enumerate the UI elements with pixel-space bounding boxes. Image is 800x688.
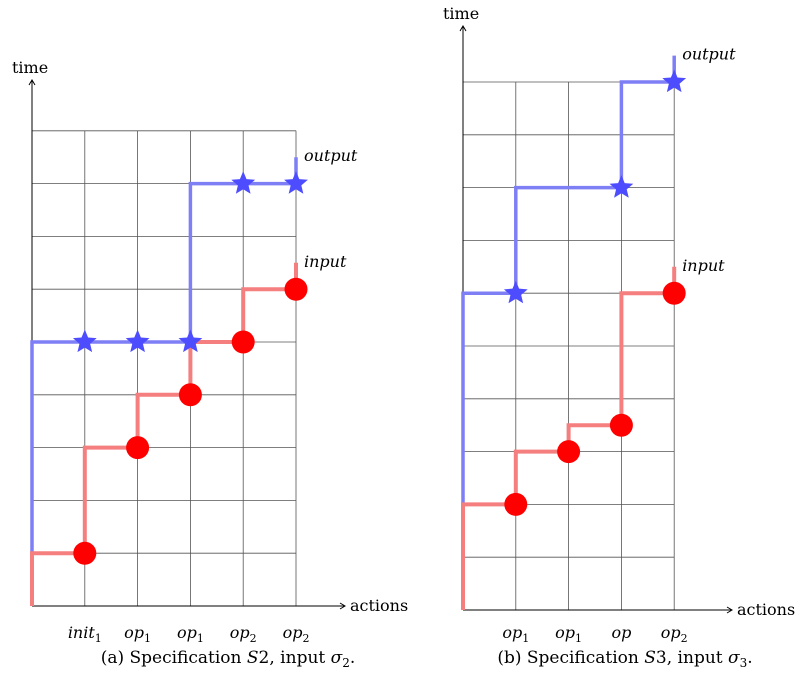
input-path xyxy=(30,262,298,606)
input-point xyxy=(231,330,255,354)
input-label: input xyxy=(304,252,347,271)
y-axis-label: time xyxy=(12,58,48,77)
input-point xyxy=(178,383,202,407)
output-star-icon xyxy=(284,171,308,194)
output-star-icon xyxy=(609,175,634,198)
x-tick-label: op1 xyxy=(177,623,204,645)
x-tick-label: op xyxy=(611,623,631,642)
input-path xyxy=(461,266,677,610)
x-tick-label: op2 xyxy=(230,623,257,645)
input-point xyxy=(557,440,581,464)
y-axis-arrow-icon xyxy=(459,25,467,32)
panel-b: time actions input output op1 op1 op op2 (b) Spe… xyxy=(443,4,795,670)
input-point xyxy=(609,413,633,437)
x-axis-arrow-icon xyxy=(339,602,346,610)
x-tick-label: op2 xyxy=(283,623,310,645)
grid xyxy=(463,81,675,610)
output-star-icon xyxy=(662,69,687,93)
output-star-icon xyxy=(125,329,150,353)
x-tick-label: op1 xyxy=(555,623,582,645)
output-path xyxy=(461,55,676,610)
x-tick-label: op1 xyxy=(502,623,529,645)
input-point xyxy=(662,281,686,305)
output-label: output xyxy=(304,146,358,165)
input-point xyxy=(504,492,528,516)
output-star-icon xyxy=(72,329,97,353)
input-label: input xyxy=(682,256,725,275)
x-axis-arrow-icon xyxy=(726,606,733,614)
panel-a: time actions input output init1 op1 op1 op2 op2 (… xyxy=(12,58,408,670)
y-axis-arrow-icon xyxy=(28,79,36,86)
panel-caption: (b) Specification S3, input σ3. xyxy=(497,648,752,670)
input-point xyxy=(126,436,150,460)
output-star-icon xyxy=(178,329,203,353)
grid xyxy=(32,130,297,606)
x-axis-label: actions xyxy=(350,596,408,615)
input-point xyxy=(284,277,308,301)
x-axis-label: actions xyxy=(737,600,795,619)
output-star-icon xyxy=(231,171,256,194)
input-point xyxy=(73,541,97,565)
y-axis-label: time xyxy=(443,4,479,23)
x-tick-label: op2 xyxy=(661,623,688,645)
output-star-icon xyxy=(503,280,528,304)
panel-caption: (a) Specification S2, input σ2. xyxy=(101,648,356,670)
output-path xyxy=(30,157,298,606)
x-tick-label: op1 xyxy=(124,623,151,645)
x-tick-label: init1 xyxy=(68,623,102,645)
output-label: output xyxy=(682,45,736,64)
